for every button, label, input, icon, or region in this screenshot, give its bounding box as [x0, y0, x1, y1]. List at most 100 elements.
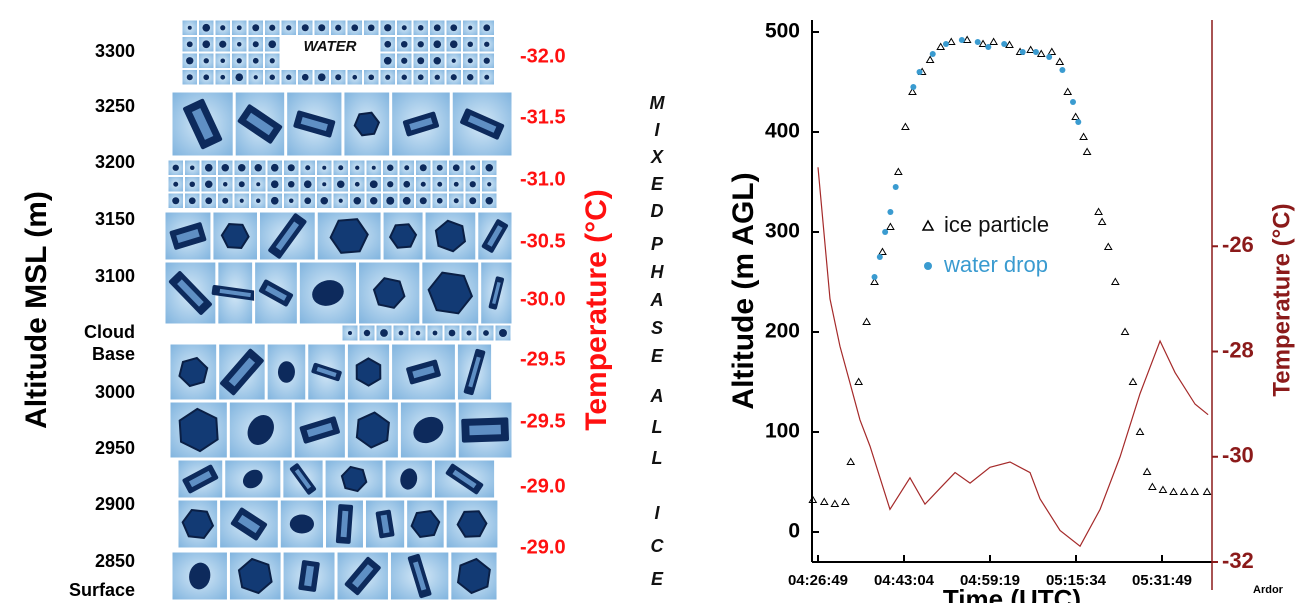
- particle: [403, 180, 411, 188]
- altitude-label: 3200: [95, 152, 135, 172]
- particle: [252, 57, 259, 64]
- particle: [286, 74, 292, 80]
- temperature-label: -29.5: [520, 348, 566, 370]
- particle: [456, 557, 491, 595]
- particle: [371, 165, 376, 170]
- particle: [288, 198, 294, 204]
- particle: [499, 329, 507, 337]
- particle: [338, 165, 344, 171]
- particle: [287, 180, 295, 188]
- ice-particle-point: [1202, 487, 1212, 495]
- particle: [189, 562, 211, 590]
- particle-core: [340, 510, 349, 538]
- particle: [181, 508, 215, 540]
- particle: [467, 74, 474, 81]
- particle: [235, 73, 244, 82]
- particle-core: [352, 564, 374, 588]
- y-tick-label: 400: [765, 120, 800, 143]
- particle: [404, 165, 410, 171]
- ice-particle-point: [962, 35, 972, 43]
- particle: [205, 197, 213, 205]
- particle: [202, 23, 211, 32]
- y2-tick-label: -28: [1222, 337, 1254, 362]
- particle: [220, 74, 226, 80]
- particle: [448, 329, 456, 337]
- particle: [220, 223, 250, 249]
- particle: [203, 58, 209, 64]
- particle-core: [177, 279, 204, 307]
- particle: [270, 180, 279, 189]
- particle-mosaic: [164, 19, 513, 601]
- ice-particle-point: [901, 122, 910, 130]
- temperature-label: -32.0: [520, 45, 566, 67]
- particle: [222, 197, 229, 204]
- ice-particle-point: [978, 39, 988, 47]
- water-drop-point: [916, 69, 923, 75]
- particle: [451, 58, 456, 63]
- particle: [401, 25, 407, 31]
- particle: [338, 198, 343, 203]
- ice-particle-point: [1128, 377, 1138, 385]
- temperature-label: -31.0: [520, 168, 566, 190]
- particle: [485, 163, 494, 172]
- water-drop-point: [910, 84, 917, 90]
- ice-particle-point: [878, 247, 887, 255]
- particle-core: [237, 514, 261, 534]
- particle: [368, 74, 375, 81]
- particle: [269, 24, 276, 31]
- altitude-label: 3250: [95, 96, 135, 116]
- ice-particle-point: [1147, 482, 1157, 490]
- particle-core: [246, 112, 274, 136]
- particle: [483, 24, 491, 32]
- particle-core: [467, 115, 497, 133]
- water-drop-point: [882, 229, 889, 235]
- particle: [450, 74, 457, 81]
- water-drop-point: [892, 184, 899, 190]
- altitude-label: 3000: [95, 382, 135, 402]
- particle-core: [265, 285, 287, 301]
- ice-particle-point: [1097, 217, 1107, 225]
- particle-core: [469, 424, 501, 436]
- particle: [219, 40, 227, 48]
- particle: [437, 181, 443, 187]
- ice-particle-point: [1005, 40, 1014, 48]
- ice-particle-point: [870, 277, 879, 285]
- water-drop-point: [871, 274, 878, 280]
- legend-marker: [924, 262, 932, 270]
- ice-particle-point: [846, 457, 856, 465]
- particle: [220, 58, 226, 64]
- particle: [466, 330, 472, 336]
- temperature-label: -29.0: [520, 475, 566, 497]
- altitude-label: 3150: [95, 209, 135, 229]
- particle: [317, 73, 326, 82]
- particle: [203, 74, 210, 81]
- particle: [468, 25, 473, 30]
- particle: [417, 41, 424, 48]
- y2-axis-label: Temperature (°C): [1268, 203, 1295, 396]
- particle: [286, 25, 292, 31]
- particle: [237, 42, 242, 47]
- particle: [436, 164, 443, 171]
- ice-particle-point: [1094, 207, 1103, 215]
- ice-particle-point: [830, 499, 840, 507]
- particle-core: [316, 366, 337, 378]
- ice-particle-point: [1103, 242, 1113, 250]
- panel-y-label: Altitude MSL (m): [20, 191, 53, 429]
- particle: [372, 277, 406, 309]
- particle: [186, 74, 193, 81]
- particle-core: [492, 281, 501, 305]
- ice-particle-point: [1120, 327, 1130, 335]
- particle: [401, 74, 407, 80]
- particle: [301, 73, 309, 81]
- particle: [223, 182, 228, 187]
- ice-particle-point: [989, 37, 998, 45]
- ice-particle-point: [1082, 147, 1092, 155]
- particle: [289, 514, 315, 534]
- particle: [420, 181, 426, 187]
- x-tick-label: 04:59:19: [960, 572, 1020, 589]
- particle: [253, 75, 258, 80]
- water-drop-point: [876, 254, 883, 260]
- ice-particle-point: [1179, 487, 1189, 495]
- particle-core: [412, 365, 435, 379]
